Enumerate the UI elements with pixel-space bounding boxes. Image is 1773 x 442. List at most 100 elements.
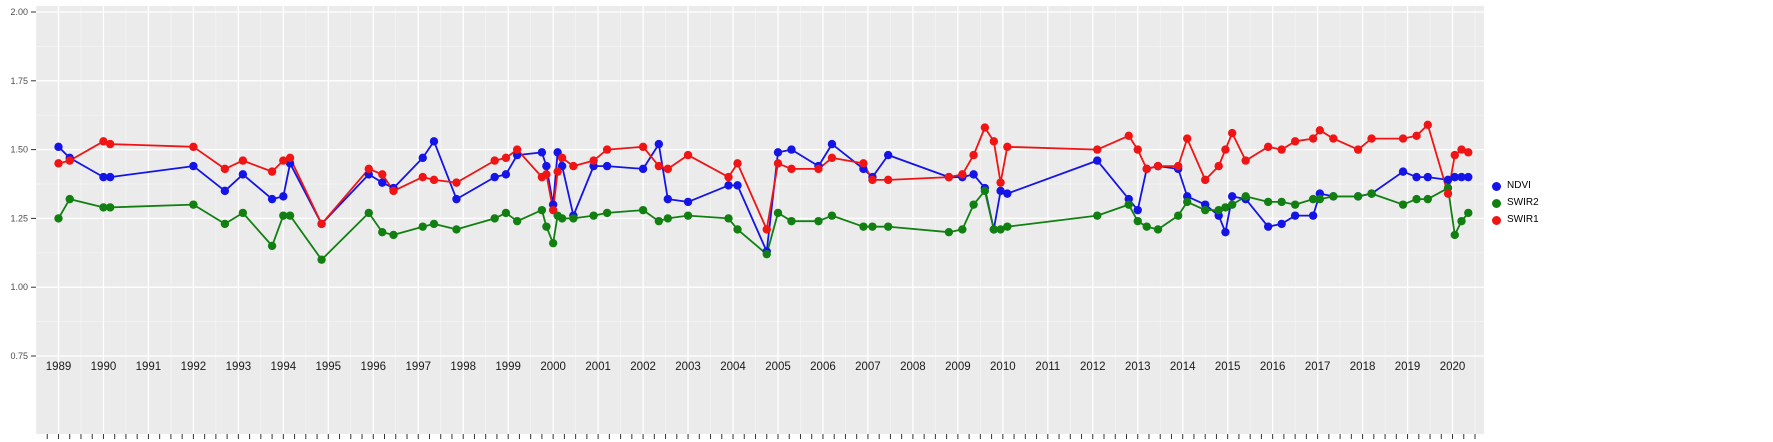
data-point-ndvi [189,161,198,171]
data-point-swir1 [859,159,868,168]
data-point-swir1 [787,164,796,174]
data-point-swir1 [1457,145,1466,154]
data-point-swir2 [54,214,63,223]
data-point-swir2 [958,225,967,234]
data-point-swir2 [501,208,511,218]
chart-canvas: 0.75 1.00 1.25 1.50 1.75 2.00 1989 1990 1991 1992… [10,6,1484,439]
data-point-swir1 [996,178,1005,187]
data-point-swir1 [1308,134,1318,143]
data-point-swir1 [1464,148,1473,157]
x-axis-label: 2008 [900,361,926,373]
data-point-ndvi [663,194,673,204]
data-point-ndvi [537,148,547,157]
data-point-swir2 [883,222,893,231]
data-point-ndvi [773,148,783,157]
data-point-swir1 [378,170,387,179]
data-point-swir1 [1133,145,1142,154]
data-point-swir2 [1367,189,1376,198]
series-line-swir1 [58,123,1469,231]
data-point-swir2 [1464,208,1473,218]
x-axis-label: 2006 [810,361,836,373]
x-axis-label: 2002 [630,361,656,373]
data-point-swir1 [389,186,398,196]
data-point-swir2 [1412,194,1421,204]
data-point-swir2 [1450,230,1459,240]
x-axis-label: 2020 [1440,361,1466,373]
data-point-swir2 [490,214,499,223]
data-point-swir1 [980,123,990,132]
data-point-swir2 [548,238,558,248]
data-point-ndvi [501,170,511,179]
data-point-swir1 [1367,134,1376,143]
data-point-swir1 [654,161,664,171]
data-point-swir2 [859,222,868,231]
x-axis-label: 1989 [46,361,72,373]
data-point-ndvi [1003,189,1012,198]
y-axis-label: 1.50 [10,145,28,155]
data-point-swir1 [542,170,551,179]
data-point-swir1 [589,156,598,165]
data-point-swir2 [1133,216,1142,226]
data-point-swir1 [1398,134,1408,143]
data-point-swir1 [724,172,733,182]
data-point-swir2 [980,186,990,196]
data-point-swir2 [814,216,823,226]
data-point-ndvi [638,164,648,174]
data-point-swir2 [827,211,837,220]
data-point-swir1 [501,153,511,163]
data-point-swir2 [537,205,547,215]
data-point-swir2 [267,241,277,251]
data-point-swir2 [1200,205,1210,215]
data-point-swir2 [663,214,673,223]
data-point-swir2 [389,230,398,240]
data-point-swir2 [944,227,954,237]
x-axis-label: 2018 [1350,361,1376,373]
data-point-swir1 [490,156,499,165]
data-point-swir1 [827,153,837,163]
data-point-swir2 [1227,200,1237,209]
data-point-ndvi [1450,172,1459,182]
data-point-swir1 [1221,145,1230,154]
data-point-swir1 [1277,145,1286,154]
data-point-swir1 [65,156,74,165]
x-axis-label: 2013 [1125,361,1151,373]
data-point-swir1 [602,145,612,154]
data-point-ndvi [1443,175,1453,185]
data-point-swir2 [1124,200,1133,209]
x-axis-label: 2010 [990,361,1016,373]
data-point-swir2 [602,208,612,218]
data-point-swir1 [1329,134,1338,143]
data-point-swir2 [1398,200,1408,209]
data-point-swir2 [1277,197,1286,207]
data-point-swir1 [814,164,823,174]
data-point-swir1 [267,167,277,176]
data-point-swir2 [996,225,1005,234]
data-point-swir1 [569,161,578,171]
x-axis-label: 2012 [1080,361,1106,373]
data-point-swir1 [54,159,63,168]
data-point-swir2 [279,211,288,220]
data-point-swir1 [105,139,115,149]
data-point-swir1 [364,164,373,174]
data-point-swir2 [364,208,373,218]
data-point-ndvi [1308,211,1318,220]
legend-item-swir1: SWIR1 [1492,214,1539,226]
data-point-swir1 [220,164,230,174]
x-axis-label: 1991 [136,361,162,373]
data-point-swir1 [238,156,248,165]
data-point-swir1 [1315,126,1325,135]
data-point-swir2 [1315,194,1325,204]
data-point-swir2 [512,216,522,226]
data-point-swir2 [762,249,771,259]
data-point-ndvi [1093,156,1102,165]
data-point-swir1 [99,137,108,146]
data-point-swir1 [1183,134,1192,143]
data-point-swir1 [883,175,893,185]
data-point-swir1 [548,205,558,215]
data-point-swir2 [1142,222,1151,231]
data-point-swir1 [317,219,326,229]
data-point-swir1 [512,145,522,154]
x-axis-label: 1993 [226,361,252,373]
legend-item-swir2: SWIR2 [1492,197,1539,209]
data-point-ndvi [683,197,693,207]
